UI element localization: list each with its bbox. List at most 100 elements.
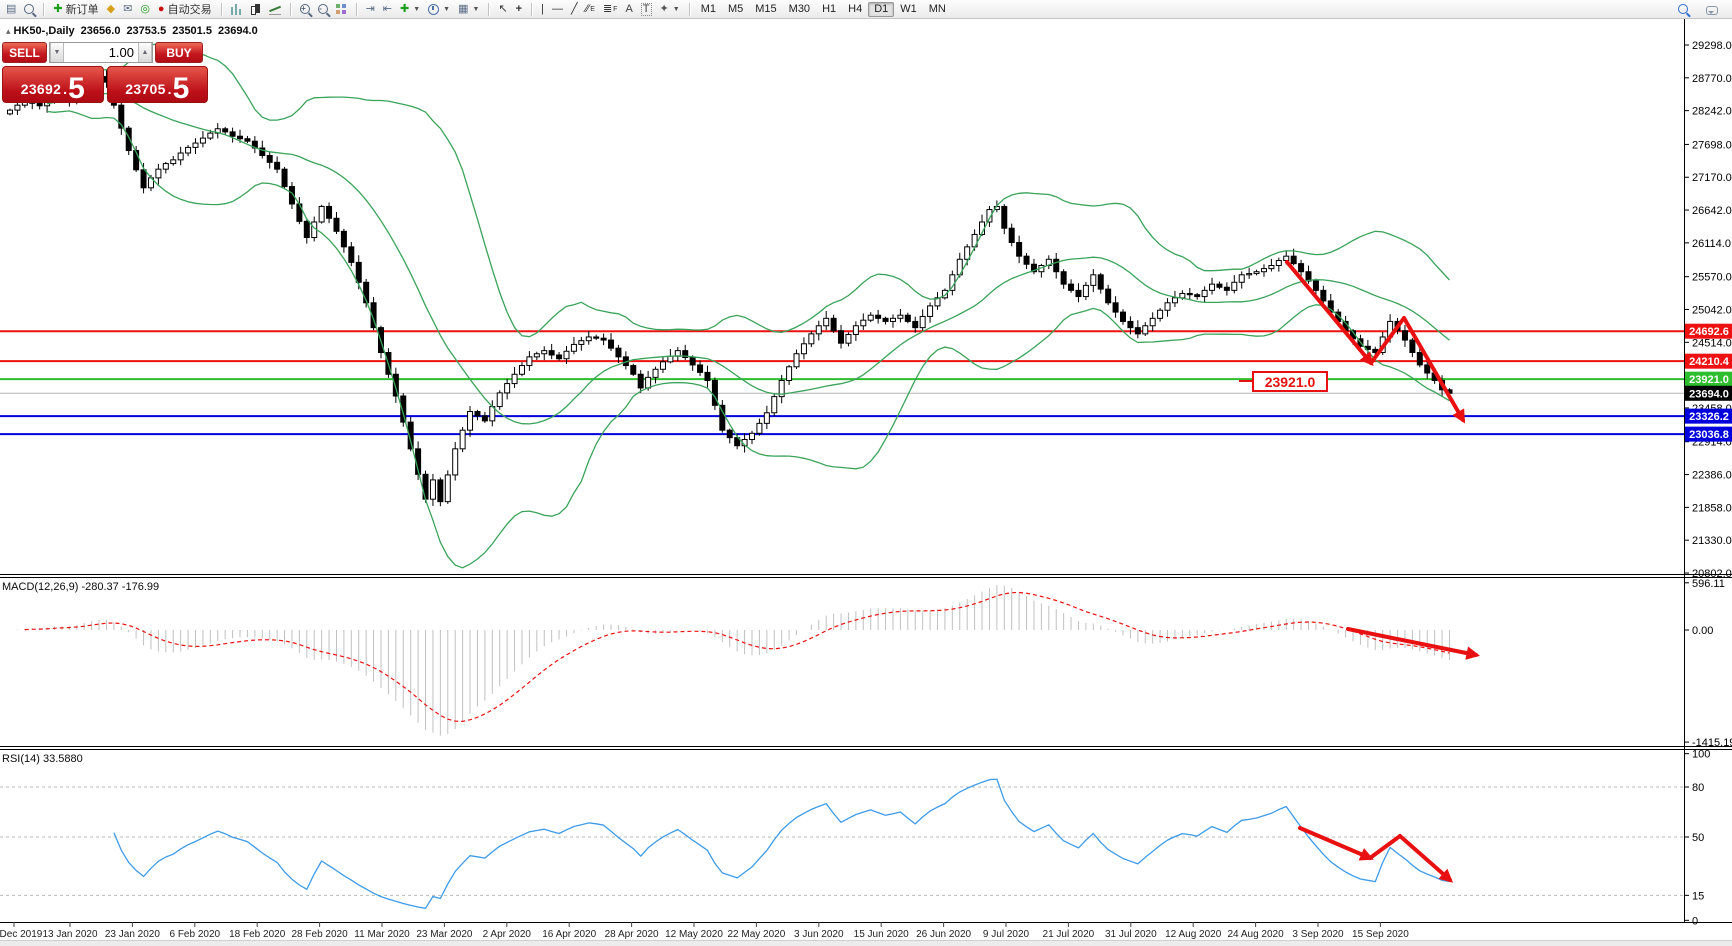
candlestick-icon <box>250 3 261 15</box>
price-tick: 24514.0 <box>1692 337 1732 349</box>
template-button[interactable]: ▦ ▼ <box>454 1 483 17</box>
vertical-line-button[interactable]: | <box>537 1 548 17</box>
tf-button-D1[interactable]: D1 <box>868 1 895 17</box>
bollinger-lower <box>47 110 1450 569</box>
auto-scroll-button[interactable]: ⇥ <box>362 1 379 17</box>
rsi-line <box>113 778 1450 909</box>
macd-indicator-label: MACD(12,26,9) -280.37 -176.99 <box>2 581 160 593</box>
mail-button[interactable]: ✉ <box>119 1 136 17</box>
chart-shift-button[interactable]: ⇤ <box>379 1 396 17</box>
dropdown-arrow-icon: ▼ <box>443 5 451 13</box>
chart-symbol-icon: ▴ <box>6 26 11 36</box>
autotrade-label: 自动交易 <box>167 4 212 16</box>
zoom-out-button[interactable]: - <box>314 1 332 17</box>
volume-input[interactable] <box>64 43 138 62</box>
date-label: 3 Sep 2020 <box>1292 929 1344 940</box>
sell-price: 23692 <box>20 81 62 97</box>
toolbar-separator <box>220 2 222 16</box>
date-label: 21 Jul 2020 <box>1043 929 1095 940</box>
rsi-tick: 80 <box>1692 782 1704 794</box>
text-label-icon: T <box>640 2 652 16</box>
date-label: 26 Jun 2020 <box>916 929 971 940</box>
buy-price-box[interactable]: 23705. 5 <box>106 66 208 104</box>
horizontal-line-button[interactable]: — <box>548 1 567 17</box>
date-label: 24 Aug 2020 <box>1228 929 1285 940</box>
sell-button[interactable]: SELL <box>2 42 47 63</box>
tf-button-MN[interactable]: MN <box>928 2 946 15</box>
date-label: 23 Mar 2020 <box>416 929 473 940</box>
zoom-in-button[interactable]: + <box>296 1 314 17</box>
funds-icon: ◆ <box>106 2 116 15</box>
text-button[interactable]: A <box>621 1 636 17</box>
chart-shift-icon: ⇤ <box>382 2 393 15</box>
tf-button-H4[interactable]: H4 <box>848 2 863 15</box>
tf-button-M1[interactable]: M1 <box>700 2 716 15</box>
macd-signal-line <box>24 591 1450 723</box>
cursor-button[interactable]: ↖ <box>494 1 511 17</box>
price-callout[interactable]: 23921.0 <box>1252 371 1328 392</box>
period-button[interactable]: ▼ <box>424 1 454 17</box>
volume-decrease-button[interactable]: ▼ <box>50 43 64 62</box>
channel-icon: ∕∕ <box>585 2 590 15</box>
crosshair-button[interactable]: + <box>512 1 526 17</box>
tile-windows-button[interactable] <box>332 1 351 17</box>
price-badge-label: 23036.8 <box>1689 429 1729 441</box>
date-label: 12 May 2020 <box>665 929 723 940</box>
buy-button[interactable]: BUY <box>155 42 203 63</box>
price-tick: 27698.0 <box>1692 139 1732 151</box>
funds-button[interactable]: ◆ <box>103 1 119 17</box>
chat-button[interactable] <box>1702 1 1722 17</box>
tile-windows-icon <box>335 3 347 15</box>
bar-chart-button[interactable] <box>227 1 246 17</box>
price-tick: 21858.0 <box>1692 502 1732 514</box>
tf-button-M15[interactable]: M15 <box>755 2 777 15</box>
text-label-button[interactable]: T <box>637 1 656 17</box>
volume-increase-button[interactable]: ▲ <box>138 43 152 62</box>
rsi-arrow <box>1368 834 1402 860</box>
channel-button[interactable]: ∕∕ E <box>585 2 595 15</box>
rsi-arrow <box>1398 834 1454 883</box>
bollinger-upper <box>46 42 1450 338</box>
search-button[interactable] <box>1674 1 1692 17</box>
search-icon <box>1678 4 1688 14</box>
autotrade-button[interactable]: ● 自动交易 <box>154 1 216 17</box>
profiles-button[interactable] <box>20 1 38 17</box>
price-badge <box>1685 385 1732 401</box>
timeframe-group: M1 M5 M15 M30 H1 H4 D1 W1 MN <box>693 0 954 18</box>
macd-histogram <box>16 585 1450 736</box>
signals-button[interactable]: ◎ <box>136 1 154 17</box>
price-tick: 26642.0 <box>1692 205 1732 217</box>
price-badge-label: 23921.0 <box>1689 374 1729 386</box>
tf-button-M5[interactable]: M5 <box>727 2 744 15</box>
bar-close: 23694.0 <box>217 25 258 37</box>
trendline-icon: ╱ <box>570 2 578 15</box>
price-badge <box>1685 353 1732 369</box>
price-badge-label: 23326.2 <box>1689 411 1729 423</box>
rsi-arrow <box>1298 826 1374 861</box>
date-label: 22 May 2020 <box>727 929 785 940</box>
bar-high: 23753.5 <box>126 25 167 37</box>
fibonacci-button[interactable]: ≣ F <box>602 2 618 15</box>
tf-button-M30[interactable]: M30 <box>788 2 811 15</box>
toolbar-group-cursor: ↖ + <box>492 0 528 18</box>
horizontal-line-icon: — <box>551 2 563 15</box>
price-tick: 28770.0 <box>1692 73 1732 85</box>
tf-button-H1[interactable]: H1 <box>822 2 837 15</box>
date-label: 18 Feb 2020 <box>229 929 286 940</box>
candlestick-button[interactable] <box>246 1 265 17</box>
sell-price-box[interactable]: 23692. 5 <box>2 66 104 104</box>
date-label: 31 Dec 2019 <box>0 929 43 940</box>
tf-button-W1[interactable]: W1 <box>900 2 917 15</box>
price-tick: 29298.0 <box>1692 40 1732 52</box>
line-chart-button[interactable] <box>265 1 285 17</box>
arrows-button[interactable]: ✦ ▼ <box>656 1 684 17</box>
new-chart-button[interactable]: ▤ <box>2 1 20 17</box>
add-indicator-button[interactable]: ✚ ▼ <box>396 1 424 17</box>
price-tick: 27170.0 <box>1692 172 1732 184</box>
text-icon: A <box>625 2 633 15</box>
price-badge-label: 24692.6 <box>1689 326 1729 338</box>
trendline-button[interactable]: ╱ <box>567 1 582 17</box>
new-order-button[interactable]: ✚ 新订单 <box>49 1 102 17</box>
